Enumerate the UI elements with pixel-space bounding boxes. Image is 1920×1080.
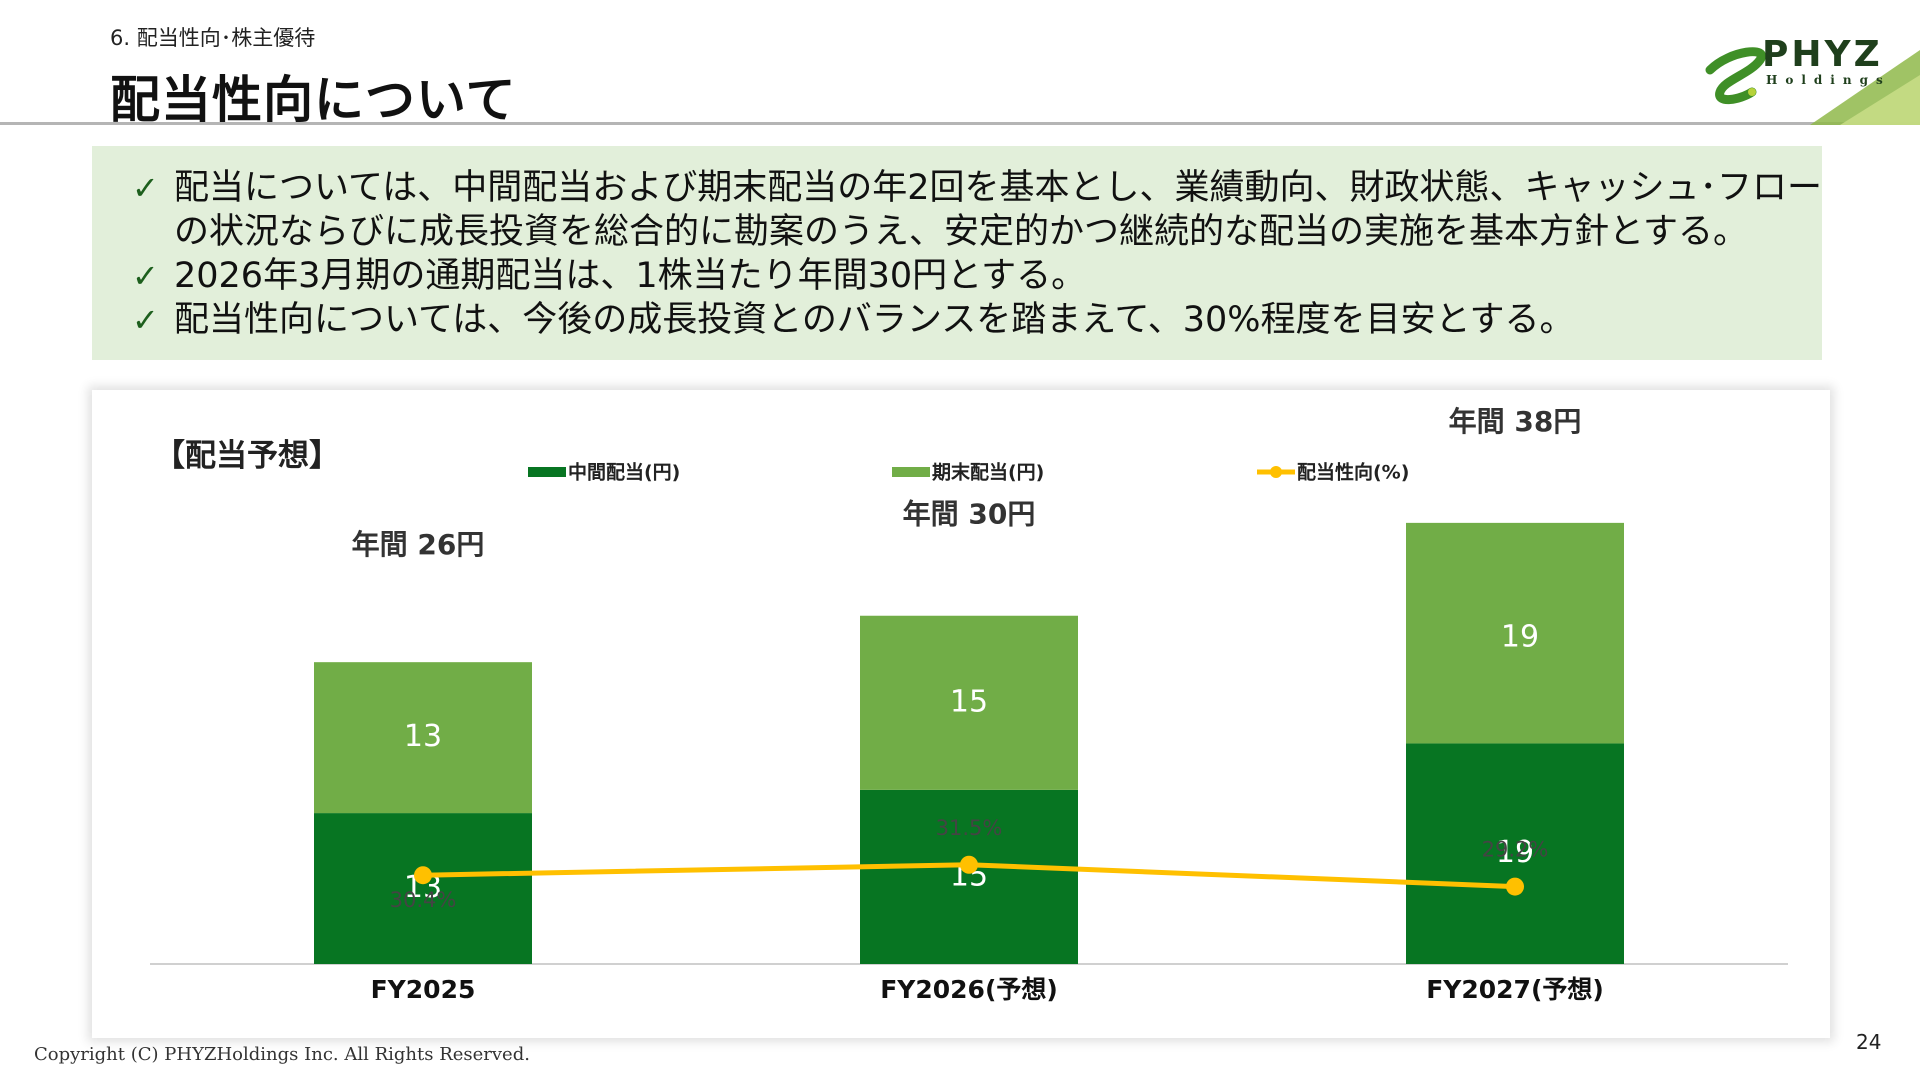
summary-box: ✓ 配当については、中間配当および期末配当の年2回を基本とし、業績動向、財政状態…: [92, 146, 1822, 360]
payout-ratio-label: 30.4%: [390, 888, 457, 912]
payout-ratio-point: [1506, 877, 1524, 896]
logo-sub: Holdings: [1766, 73, 1891, 87]
payout-ratio-point: [960, 855, 978, 874]
legend-label: 中間配当(円): [568, 461, 680, 484]
page-number: 24: [1856, 1030, 1882, 1054]
bullet-text: の状況ならびに成長投資を総合的に勘案のうえ、安定的かつ継続的な配当の実施を基本方…: [174, 212, 1748, 252]
logo-corner-triangle-light: [1840, 75, 1920, 125]
bullet-text: 配当については、中間配当および期末配当の年2回を基本とし、業績動向、財政状態、キ…: [174, 168, 1823, 208]
legend-marker: [1270, 466, 1282, 478]
bar-final: [314, 662, 532, 814]
logo-swoosh: [1705, 47, 1767, 104]
annual-total-label: 年間 30円: [903, 498, 1036, 531]
legend-swatch: [528, 467, 566, 477]
bar-final: [860, 615, 1078, 790]
chart-title: 【配当予想】: [154, 438, 340, 474]
bar-interim: [1406, 743, 1624, 964]
payout-ratio-point: [414, 866, 432, 885]
x-tick-label: FY2025: [371, 975, 476, 1004]
section-label: 6. 配当性向･株主優待: [110, 26, 316, 50]
chart-panel: 【配当予想】 中間配当(円) 期末配当(円) 配当性向(%) 13 13 年間 26円 FY…: [92, 390, 1830, 1038]
legend-label: 期末配当(円): [932, 461, 1044, 484]
annual-total-label: 年間 26円: [352, 528, 485, 561]
checkmark-icon: ✓: [132, 257, 159, 295]
page-title: 配当性向について: [110, 71, 517, 129]
copyright: Copyright (C) PHYZHoldings Inc. All Righ…: [34, 1044, 530, 1065]
bar-interim-label: 19: [1496, 835, 1534, 870]
bar-final-label: 13: [404, 719, 442, 754]
x-tick-label: FY2026(予想): [880, 975, 1058, 1004]
bullet-text: 2026年3月期の通期配当は、1株当たり年間30円とする。: [174, 256, 1087, 296]
legend-label: 配当性向(%): [1297, 461, 1409, 484]
legend-swatch: [892, 467, 930, 477]
annual-total-label: 年間 38円: [1449, 405, 1582, 438]
payout-ratio-label: 31.5%: [936, 816, 1003, 840]
bar-interim: [860, 789, 1078, 964]
logo-mark: [1705, 47, 1920, 125]
bar-final-label: 15: [950, 684, 988, 719]
logo-dot: [1748, 88, 1756, 96]
x-tick-label: FY2027(予想): [1426, 975, 1604, 1004]
bar-final: [1406, 522, 1624, 744]
payout-ratio-label: 29.2%: [1482, 838, 1549, 862]
bar-final-label: 19: [1501, 619, 1539, 654]
title-divider: [0, 122, 1920, 125]
checkmark-icon: ✓: [132, 169, 159, 207]
bullet-text: 配当性向については、今後の成長投資とのバランスを踏まえて、30%程度を目安とする…: [174, 300, 1575, 340]
checkmark-icon: ✓: [132, 301, 159, 339]
logo-word: PHYZ: [1762, 34, 1883, 75]
bar-interim: [314, 813, 532, 964]
